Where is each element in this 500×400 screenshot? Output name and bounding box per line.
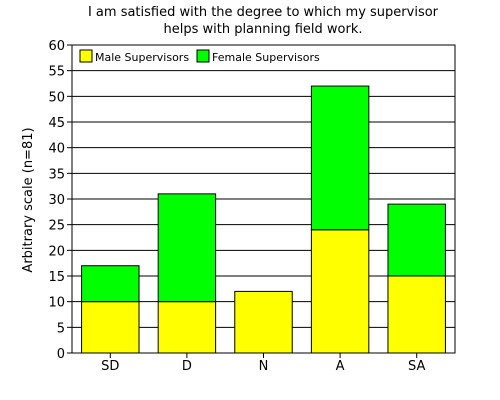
x-tick-label: SD bbox=[101, 359, 119, 374]
legend-label: Male Supervisors bbox=[95, 51, 189, 64]
bar-segment-male bbox=[310, 229, 370, 354]
y-tick-label: 55 bbox=[48, 65, 65, 80]
y-tick-label: 25 bbox=[48, 219, 65, 234]
y-axis-label: Arbitrary scale (n=81) bbox=[21, 127, 36, 272]
y-tick-label: 15 bbox=[48, 270, 65, 285]
bar-segment-female bbox=[157, 193, 217, 303]
y-tick-label: 40 bbox=[48, 142, 65, 157]
y-tick-label: 30 bbox=[48, 193, 65, 208]
y-tick-label: 50 bbox=[48, 90, 65, 105]
chart-title-line-1: I am satisfied with the degree to which … bbox=[88, 5, 439, 20]
legend: Male Supervisors Female Supervisors bbox=[79, 49, 320, 64]
bar-segment-male bbox=[157, 301, 217, 354]
y-tick-label: 10 bbox=[48, 296, 65, 311]
x-tick-label: SA bbox=[408, 359, 425, 374]
bars bbox=[81, 85, 446, 354]
x-tick-label: D bbox=[182, 359, 192, 374]
y-tick-label: 35 bbox=[48, 167, 65, 182]
legend-swatch bbox=[79, 49, 93, 63]
bar-segment-female bbox=[387, 203, 446, 277]
plot-frame bbox=[71, 44, 456, 354]
y-tick-label: 0 bbox=[57, 347, 65, 362]
bar-segment-male bbox=[81, 301, 140, 354]
bar-segment-female bbox=[81, 265, 140, 303]
x-tick-label: A bbox=[336, 359, 345, 374]
axes: 0 5 10 15 20 25 30 35 40 45 50 55 60 SD D N A SA bbox=[48, 39, 456, 374]
y-tick-label: 45 bbox=[48, 116, 65, 131]
chart-title-line-2: helps with planning field work. bbox=[163, 22, 362, 37]
y-tick-label: 60 bbox=[48, 39, 65, 54]
legend-swatch bbox=[196, 49, 210, 63]
y-tick-label: 5 bbox=[57, 321, 65, 336]
bar-segment-male bbox=[387, 275, 446, 354]
x-tick-label: N bbox=[259, 359, 269, 374]
y-tick-label: 20 bbox=[48, 244, 65, 259]
bar-segment-male bbox=[234, 290, 293, 354]
bar-segment-female bbox=[310, 85, 370, 231]
legend-label: Female Supervisors bbox=[212, 51, 320, 64]
